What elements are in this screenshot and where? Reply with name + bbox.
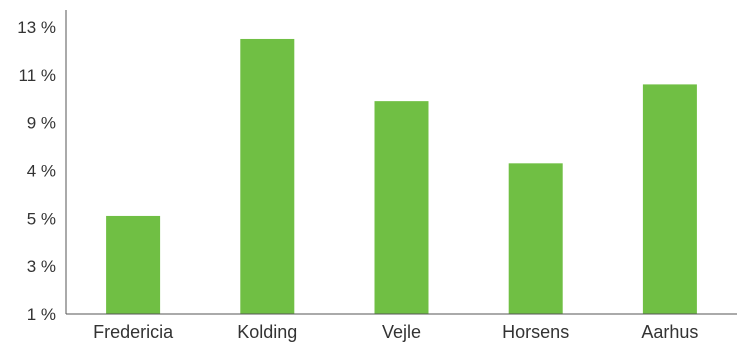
bar-kolding bbox=[240, 38, 295, 314]
x-tick-label: Fredericia bbox=[93, 322, 174, 342]
x-axis-labels: Fredericia Kolding Vejle Horsens Aarhus bbox=[93, 322, 698, 342]
y-tick-label: 13 % bbox=[17, 18, 56, 37]
y-tick-label: 3 % bbox=[27, 257, 56, 276]
bar-fredericia bbox=[106, 215, 161, 314]
y-axis-ticks: 13 % 11 % 9 % 4 % 5 % 3 % 1 % bbox=[17, 18, 56, 324]
x-tick-label: Vejle bbox=[382, 322, 421, 342]
y-tick-label: 11 % bbox=[19, 66, 57, 85]
x-tick-label: Kolding bbox=[237, 322, 297, 342]
y-tick-label: 4 % bbox=[27, 162, 56, 181]
bars bbox=[106, 38, 697, 315]
bar-vejle bbox=[374, 101, 429, 315]
y-tick-label: 5 % bbox=[27, 209, 56, 228]
y-tick-label: 1 % bbox=[27, 305, 56, 324]
bar-horsens bbox=[508, 163, 563, 314]
bar-aarhus bbox=[642, 84, 697, 315]
x-tick-label: Horsens bbox=[502, 322, 569, 342]
y-tick-label: 9 % bbox=[27, 114, 56, 133]
x-tick-label: Aarhus bbox=[641, 322, 698, 342]
